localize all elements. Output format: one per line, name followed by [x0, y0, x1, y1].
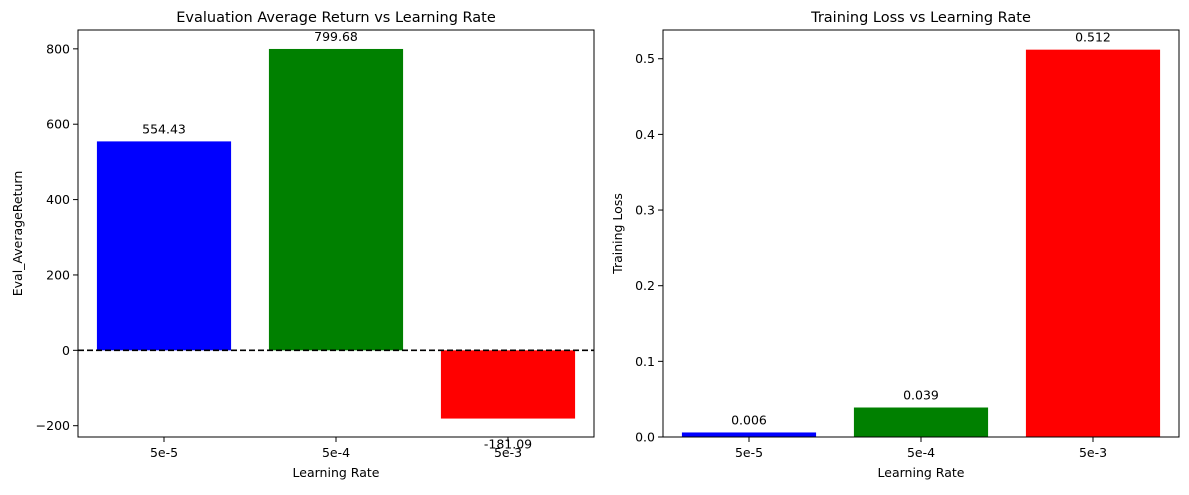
- chart-title: Evaluation Average Return vs Learning Ra…: [176, 10, 496, 26]
- x-tick-label: 5e-5: [735, 445, 763, 460]
- bar-5e-5: [96, 141, 232, 351]
- bars: [681, 49, 1161, 438]
- data-labels: 554.43 799.68 -181.09: [142, 29, 532, 452]
- y-tick-label: 0.2: [635, 278, 655, 293]
- x-tick-label: 5e-5: [150, 445, 178, 460]
- bar-5e-5: [681, 432, 817, 437]
- data-label-5e-3: 0.512: [1075, 30, 1111, 45]
- y-tick-label: 0: [62, 343, 70, 358]
- y-ticks: −200 0 200 400 600 800: [36, 41, 78, 433]
- y-tick-label: 600: [46, 117, 70, 132]
- x-tick-label: 5e-3: [1079, 445, 1107, 460]
- y-tick-label: 0.5: [635, 51, 655, 66]
- x-tick-label: 5e-4: [907, 445, 935, 460]
- y-tick-label: 800: [46, 41, 70, 56]
- data-label-5e-4: 0.039: [903, 388, 939, 403]
- y-tick-label: −200: [36, 418, 70, 433]
- x-tick-label: 5e-3: [494, 445, 522, 460]
- eval-return-chart: Evaluation Average Return vs Learning Ra…: [10, 10, 595, 480]
- bars: [96, 48, 576, 419]
- data-labels: 0.006 0.039 0.512: [731, 30, 1111, 428]
- axes-frame: [662, 29, 1180, 438]
- x-axis-label: Learning Rate: [878, 465, 965, 480]
- x-axis-label: Learning Rate: [293, 465, 380, 480]
- data-label-5e-5: 0.006: [731, 412, 767, 427]
- y-tick-label: 0.3: [635, 203, 655, 218]
- data-label-5e-5: 554.43: [142, 121, 186, 136]
- x-ticks: 5e-5 5e-4 5e-3: [150, 437, 522, 460]
- bar-5e-3: [440, 350, 576, 419]
- y-ticks: 0.0 0.1 0.2 0.3 0.4 0.5: [635, 51, 663, 445]
- y-tick-label: 0.0: [635, 430, 655, 445]
- y-tick-label: 0.1: [635, 354, 655, 369]
- data-label-5e-3: -181.09: [484, 437, 532, 452]
- bar-5e-4: [268, 48, 404, 351]
- axes-frame: [77, 29, 595, 438]
- y-tick-label: 0.4: [635, 127, 655, 142]
- x-tick-label: 5e-4: [322, 445, 350, 460]
- data-label-5e-4: 799.68: [314, 29, 358, 44]
- y-axis-label: Eval_AverageReturn: [10, 171, 25, 297]
- x-ticks: 5e-5 5e-4 5e-3: [735, 437, 1107, 460]
- chart-title: Training Loss vs Learning Rate: [810, 10, 1031, 26]
- bar-5e-4: [853, 407, 989, 437]
- training-loss-chart: Training Loss vs Learning Rate 0.006 0.03…: [610, 10, 1180, 480]
- bar-5e-3: [1025, 49, 1161, 438]
- y-tick-label: 400: [46, 192, 70, 207]
- y-axis-label: Training Loss: [610, 193, 625, 275]
- y-tick-label: 200: [46, 267, 70, 282]
